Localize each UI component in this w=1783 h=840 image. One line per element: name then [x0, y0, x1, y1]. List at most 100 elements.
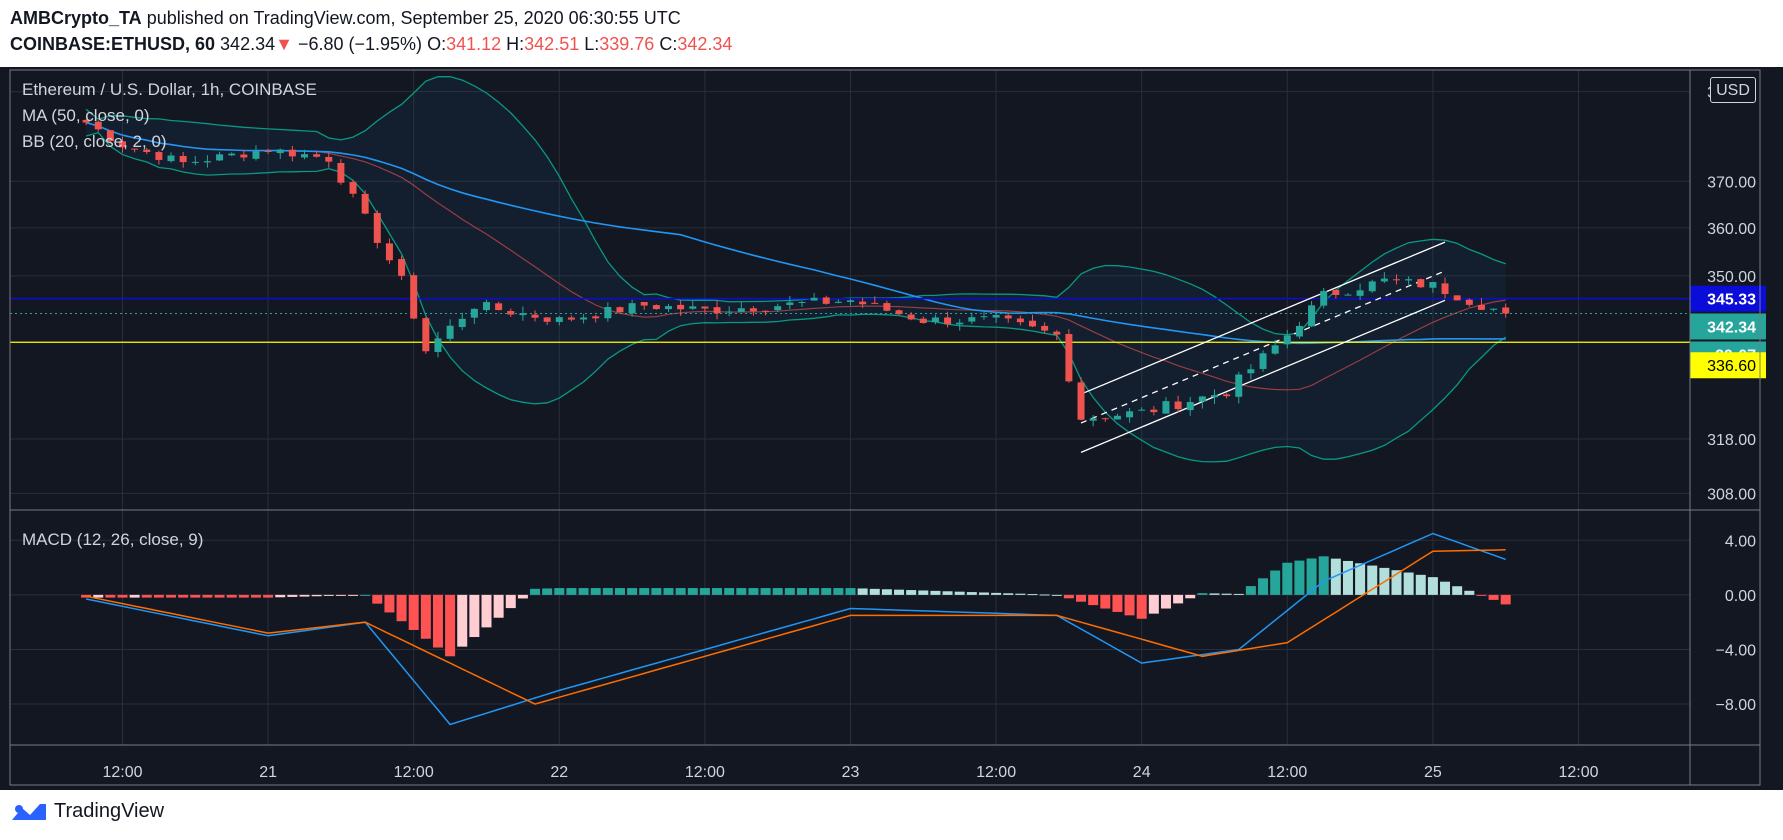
author-name[interactable]: AMBCrypto_TA — [10, 8, 142, 28]
macd-histogram-bar — [809, 588, 820, 595]
macd-tick-label: 0.00 — [1725, 588, 1756, 605]
macd-histogram-bar — [1452, 586, 1463, 595]
candlesticks — [82, 119, 1510, 427]
macd-histogram-bar — [918, 590, 929, 595]
macd-histogram-bar — [1330, 558, 1341, 595]
chart-area[interactable]: 12:00 21 12:00 22 12:00 23 12:00 24 12:00 25 12:00… — [0, 67, 1783, 790]
open-label: O: — [427, 34, 447, 54]
macd-histogram-bar — [845, 588, 856, 595]
candle-body — [1150, 409, 1158, 413]
bb-legend[interactable]: BB (20, close, 2, 0) — [22, 132, 167, 151]
candle-body — [1332, 289, 1340, 295]
candle-body — [313, 154, 321, 157]
candle-body — [470, 308, 478, 318]
macd-histogram-bar — [796, 588, 807, 595]
candle-body — [1077, 382, 1085, 420]
macd-histogram-bar — [1100, 594, 1111, 609]
macd-histogram-bar — [1245, 586, 1256, 595]
symbol-label: COINBASE:ETHUSD, 60 — [10, 34, 216, 54]
macd-histogram-bar — [614, 588, 625, 595]
candle-body — [434, 338, 442, 352]
candle-body — [155, 152, 163, 160]
outer-frame — [9, 69, 1761, 786]
candle-body — [1295, 325, 1303, 337]
macd-histogram-bar — [214, 594, 225, 598]
macd-histogram-bar — [1306, 558, 1317, 595]
macd-histogram-bar — [238, 594, 249, 598]
macd-pane — [81, 532, 1511, 726]
support-price-label: 336.60 — [1707, 358, 1756, 375]
last-price-label: 342.34 — [1707, 319, 1756, 336]
x-tick-label: 12:00 — [976, 764, 1016, 781]
candle-body — [179, 155, 187, 163]
candle-body — [422, 318, 430, 352]
footer: TradingView — [0, 790, 1783, 840]
macd-histogram-bar — [166, 594, 177, 598]
open-value: 341.12 — [446, 34, 502, 54]
candle-body — [871, 302, 879, 304]
candle-body — [895, 310, 903, 315]
candle-body — [203, 161, 211, 163]
macd-histogram-bar — [1076, 594, 1087, 602]
down-arrow-icon: ▼ — [275, 34, 293, 54]
macd-histogram-bar — [602, 588, 613, 595]
brand[interactable]: TradingView — [10, 800, 164, 823]
macd-histogram-bar — [651, 588, 662, 595]
candle-body — [167, 155, 175, 162]
macd-histogram-bar — [991, 592, 1002, 595]
candle-body — [216, 154, 224, 161]
bb-upper-line — [85, 75, 1506, 336]
candle-body — [361, 193, 369, 214]
price-tick-label: 308.00 — [1707, 486, 1756, 503]
macd-histogram-bar — [1233, 593, 1244, 595]
chart-frame — [9, 69, 1761, 786]
candle-body — [483, 302, 490, 311]
macd-histogram-bar — [117, 594, 128, 598]
macd-legend[interactable]: MACD (12, 26, close, 9) — [22, 530, 204, 549]
macd-histogram-bar — [699, 588, 710, 595]
macd-histogram-bar — [578, 588, 589, 595]
macd-histogram-bar — [784, 588, 795, 595]
macd-histogram-bar — [566, 588, 577, 595]
candle-body — [1441, 283, 1449, 295]
x-tick-label: 24 — [1133, 764, 1151, 781]
macd-histogram-bar — [445, 594, 456, 657]
currency-button[interactable]: USD — [1710, 77, 1756, 103]
candle-body — [580, 317, 588, 320]
candle-body — [349, 182, 357, 194]
macd-histogram-bar — [323, 594, 334, 596]
price-tick-label: 350.00 — [1707, 269, 1756, 286]
macd-histogram-bar — [1355, 563, 1366, 595]
macd-histogram-bar — [748, 588, 759, 595]
macd-histogram-bar — [627, 588, 638, 595]
candle-body — [749, 308, 757, 312]
candle-body — [1405, 279, 1413, 281]
macd-histogram-bar — [275, 594, 286, 598]
last-price-label-box — [1690, 313, 1766, 340]
candle-body — [458, 318, 466, 328]
candle-body — [822, 297, 830, 304]
candle-body — [1174, 401, 1182, 410]
macd-histogram-bar — [554, 588, 565, 595]
x-tick-label: 23 — [842, 764, 860, 781]
macd-histogram-bar — [1039, 594, 1050, 596]
macd-histogram-bar — [311, 594, 322, 597]
candle-body — [713, 307, 721, 314]
macd-histogram-bar — [1003, 593, 1014, 595]
macd-histogram-bar — [857, 588, 868, 595]
macd-histogram-bar — [1500, 594, 1511, 605]
candle-body — [640, 302, 648, 306]
macd-histogram-bar — [1173, 594, 1184, 604]
candle-body — [276, 149, 284, 154]
macd-histogram-bar — [457, 594, 468, 647]
macd-histogram-bar — [906, 590, 917, 595]
candle-body — [1211, 395, 1218, 398]
candle-body — [992, 315, 1000, 318]
tradingview-logo-icon — [12, 803, 46, 820]
candle-body — [1138, 409, 1146, 411]
macd-histogram-bar — [772, 588, 783, 595]
candle-body — [980, 316, 988, 318]
ma-legend[interactable]: MA (50, close, 0) — [22, 106, 150, 125]
macd-histogram-bar — [432, 594, 443, 648]
candle-body — [1029, 320, 1036, 327]
